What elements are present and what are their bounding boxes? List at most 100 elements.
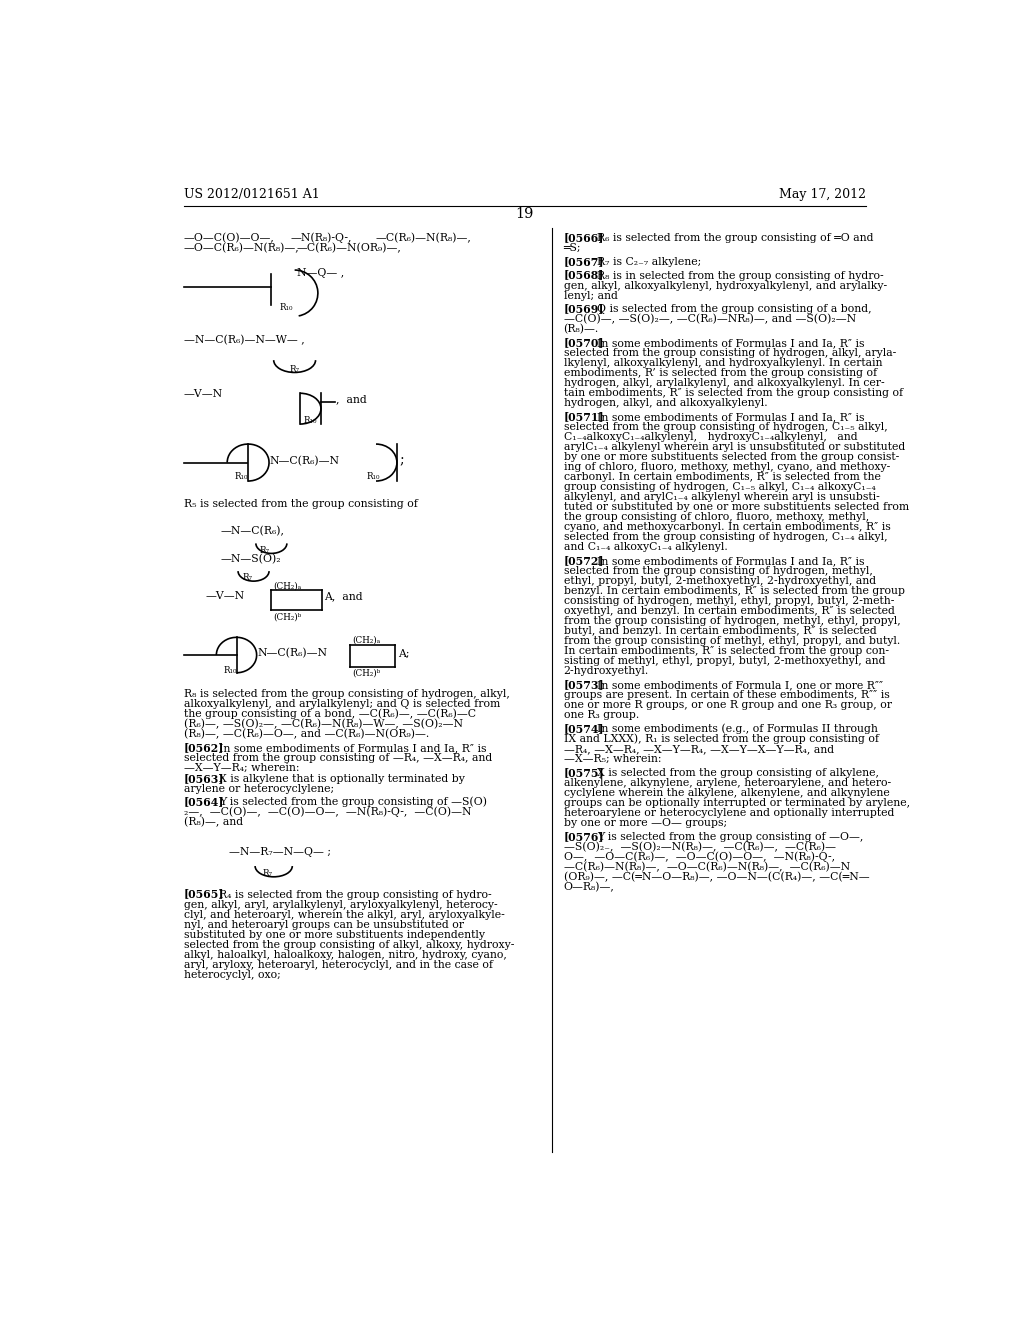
Text: gen, alkyl, alkoxyalkylenyl, hydroxyalkylenyl, and arylalky-: gen, alkyl, alkoxyalkylenyl, hydroxyalky… bbox=[563, 281, 887, 290]
Text: clyl, and heteroaryl, wherein the alkyl, aryl, aryloxyalkyle-: clyl, and heteroaryl, wherein the alkyl,… bbox=[183, 909, 505, 920]
Text: ing of chloro, fluoro, methoxy, methyl, cyano, and methoxy-: ing of chloro, fluoro, methoxy, methyl, … bbox=[563, 462, 890, 473]
Text: —N(R₈)-Q-,: —N(R₈)-Q-, bbox=[291, 232, 352, 243]
Text: R₇ is C₂₋₇ alkylene;: R₇ is C₂₋₇ alkylene; bbox=[597, 256, 701, 267]
Text: R₆ is selected from the group consisting of ═O and: R₆ is selected from the group consisting… bbox=[597, 232, 873, 243]
Text: —X—R₅; wherein:: —X—R₅; wherein: bbox=[563, 754, 662, 764]
Text: A,  and: A, and bbox=[324, 591, 362, 601]
Text: oxyethyl, and benzyl. In certain embodiments, R″ is selected: oxyethyl, and benzyl. In certain embodim… bbox=[563, 606, 894, 616]
Text: selected from the group consisting of hydrogen, alkyl, aryla-: selected from the group consisting of hy… bbox=[563, 348, 896, 358]
Text: lenyl; and: lenyl; and bbox=[563, 290, 617, 301]
Text: (CH₂)ᵇ: (CH₂)ᵇ bbox=[352, 669, 380, 678]
Text: US 2012/0121651 A1: US 2012/0121651 A1 bbox=[183, 189, 319, 202]
Text: R₅ is selected from the group consisting of: R₅ is selected from the group consisting… bbox=[183, 499, 418, 510]
Text: cyclylene wherein the alkylene, alkenylene, and alkynylene: cyclylene wherein the alkylene, alkenyle… bbox=[563, 788, 889, 799]
Text: —C(R₆)—N(R₈)—,  —O—C(R₆)—N(R₈)—,  —C(R₆)—N: —C(R₆)—N(R₈)—, —O—C(R₆)—N(R₈)—, —C(R₆)—N bbox=[563, 862, 850, 873]
Text: Y is selected from the group consisting of —O—,: Y is selected from the group consisting … bbox=[597, 832, 863, 842]
Text: [0575]: [0575] bbox=[563, 767, 604, 777]
Text: In some embodiments (e.g., of Formulas II through: In some embodiments (e.g., of Formulas I… bbox=[597, 723, 878, 734]
Text: tain embodiments, R″ is selected from the group consisting of: tain embodiments, R″ is selected from th… bbox=[563, 388, 903, 399]
Text: R₇: R₇ bbox=[290, 366, 300, 375]
Text: R₄ is selected from the group consisting of hydro-: R₄ is selected from the group consisting… bbox=[219, 890, 493, 900]
Text: [0568]: [0568] bbox=[563, 269, 604, 281]
Text: In some embodiments of Formulas I and Ia, R″ is: In some embodiments of Formulas I and Ia… bbox=[597, 556, 864, 566]
Text: (OR₉)—, —C(═N—O—R₈)—, —O—N—(C(R₄)—, —C(═N—: (OR₉)—, —C(═N—O—R₈)—, —O—N—(C(R₄)—, —C(═… bbox=[563, 871, 869, 882]
Text: —C(R₆)—N(R₈)—,: —C(R₆)—N(R₈)—, bbox=[376, 232, 472, 243]
Text: embodiments, R’ is selected from the group consisting of: embodiments, R’ is selected from the gro… bbox=[563, 368, 877, 379]
Text: one R₃ group.: one R₃ group. bbox=[563, 710, 639, 721]
Text: In some embodiments of Formulas I and Ia, R″ is: In some embodiments of Formulas I and Ia… bbox=[219, 743, 487, 754]
Text: [0573]: [0573] bbox=[563, 680, 604, 690]
Text: gen, alkyl, aryl, arylalkylenyl, aryloxyalkylenyl, heterocy-: gen, alkyl, aryl, arylalkylenyl, aryloxy… bbox=[183, 900, 498, 909]
Text: —O—C(R₆)—N(R₈)—,: —O—C(R₆)—N(R₈)—, bbox=[183, 243, 300, 253]
Text: —X—Y—R₄; wherein:: —X—Y—R₄; wherein: bbox=[183, 763, 299, 774]
Text: [0567]: [0567] bbox=[563, 256, 604, 267]
Text: [0563]: [0563] bbox=[183, 774, 224, 784]
Text: N—C(R₆)—N: N—C(R₆)—N bbox=[257, 648, 328, 659]
Text: X is alkylene that is optionally terminated by: X is alkylene that is optionally termina… bbox=[219, 774, 465, 784]
Text: X is selected from the group consisting of alkylene,: X is selected from the group consisting … bbox=[597, 768, 879, 777]
Text: In some embodiments of Formulas I and Ia, R″ is: In some embodiments of Formulas I and Ia… bbox=[597, 338, 864, 348]
Text: R₇: R₇ bbox=[263, 869, 272, 878]
Text: [0562]: [0562] bbox=[183, 742, 224, 754]
Text: R₁₀: R₁₀ bbox=[234, 473, 248, 482]
Text: A;: A; bbox=[397, 648, 410, 659]
Text: benzyl. In certain embodiments, R″ is selected from the group: benzyl. In certain embodiments, R″ is se… bbox=[563, 586, 904, 597]
Text: alkenylene, alkynylene, arylene, heteroarylene, and hetero-: alkenylene, alkynylene, arylene, heteroa… bbox=[563, 777, 891, 788]
Text: selected from the group consisting of hydrogen, C₁₋₄ alkyl,: selected from the group consisting of hy… bbox=[563, 532, 887, 543]
Text: from the group consisting of hydrogen, methyl, ethyl, propyl,: from the group consisting of hydrogen, m… bbox=[563, 616, 900, 626]
Text: —N—S(O)₂: —N—S(O)₂ bbox=[221, 553, 282, 564]
Text: arylC₁₋₄ alkylenyl wherein aryl is unsubstituted or substituted: arylC₁₋₄ alkylenyl wherein aryl is unsub… bbox=[563, 442, 905, 453]
Text: nyl, and heteroaryl groups can be unsubstituted or: nyl, and heteroaryl groups can be unsubs… bbox=[183, 920, 464, 929]
Text: selected from the group consisting of —R₄, —X—R₄, and: selected from the group consisting of —R… bbox=[183, 754, 493, 763]
Text: (R₆)—, —S(O)₂—, —C(R₆)—N(R₈)—W—, —S(O)₂—N: (R₆)—, —S(O)₂—, —C(R₆)—N(R₈)—W—, —S(O)₂—… bbox=[183, 719, 463, 730]
Text: ═S;: ═S; bbox=[563, 243, 581, 253]
Text: consisting of hydrogen, methyl, ethyl, propyl, butyl, 2-meth-: consisting of hydrogen, methyl, ethyl, p… bbox=[563, 597, 894, 606]
Text: [0566]: [0566] bbox=[563, 232, 604, 243]
Text: butyl, and benzyl. In certain embodiments, R″ is selected: butyl, and benzyl. In certain embodiment… bbox=[563, 626, 877, 636]
Text: R₈ is selected from the group consisting of hydrogen, alkyl,: R₈ is selected from the group consisting… bbox=[183, 689, 510, 700]
Text: In some embodiments of Formula I, one or more R″″: In some embodiments of Formula I, one or… bbox=[597, 680, 883, 690]
Text: aryl, aryloxy, heteroaryl, heterocyclyl, and in the case of: aryl, aryloxy, heteroaryl, heterocyclyl,… bbox=[183, 960, 493, 970]
Text: [0569]: [0569] bbox=[563, 304, 604, 314]
Text: cyano, and methoxycarbonyl. In certain embodiments, R″ is: cyano, and methoxycarbonyl. In certain e… bbox=[563, 523, 890, 532]
Text: In certain embodiments, R″ is selected from the group con-: In certain embodiments, R″ is selected f… bbox=[563, 647, 889, 656]
Text: —V—N: —V—N bbox=[183, 389, 223, 399]
Text: O—,  —O—C(R₆)—,  —O—C(O)—O—,  —N(R₈)-Q-,: O—, —O—C(R₆)—, —O—C(O)—O—, —N(R₈)-Q-, bbox=[563, 851, 835, 862]
Text: alkylenyl, and arylC₁₋₄ alkylenyl wherein aryl is unsubsti-: alkylenyl, and arylC₁₋₄ alkylenyl wherei… bbox=[563, 492, 880, 503]
Text: (R₈)—, —C(R₆)—O—, and —C(R₆)—N(OR₉)—.: (R₈)—, —C(R₆)—O—, and —C(R₆)—N(OR₉)—. bbox=[183, 729, 429, 739]
Text: groups are present. In certain of these embodiments, R″″ is: groups are present. In certain of these … bbox=[563, 690, 889, 700]
Text: tuted or substituted by one or more substituents selected from: tuted or substituted by one or more subs… bbox=[563, 503, 908, 512]
Text: and C₁₋₄ alkoxyC₁₋₄ alkylenyl.: and C₁₋₄ alkoxyC₁₋₄ alkylenyl. bbox=[563, 543, 727, 552]
Text: [0564]: [0564] bbox=[183, 796, 224, 808]
Text: (CH₂)ₐ: (CH₂)ₐ bbox=[352, 636, 380, 644]
Text: ₂—,  —C(O)—,  —C(O)—O—,  —N(R₈)-Q-,  —C(O)—N: ₂—, —C(O)—, —C(O)—O—, —N(R₈)-Q-, —C(O)—N bbox=[183, 807, 471, 817]
Text: —C(O)—, —S(O)₂—, —C(R₆)—NR₈)—, and —S(O)₂—N: —C(O)—, —S(O)₂—, —C(R₆)—NR₈)—, and —S(O)… bbox=[563, 314, 856, 325]
Text: Q is selected from the group consisting of a bond,: Q is selected from the group consisting … bbox=[597, 305, 871, 314]
Text: [0572]: [0572] bbox=[563, 556, 604, 566]
Text: —N—C(R₆)—N—W— ,: —N—C(R₆)—N—W— , bbox=[183, 335, 304, 346]
Text: C₁₋₄alkoxyC₁₋₄alkylenyl,   hydroxyC₁₋₄alkylenyl,   and: C₁₋₄alkoxyC₁₋₄alkylenyl, hydroxyC₁₋₄alky… bbox=[563, 432, 857, 442]
Text: —R₄, —X—R₄, —X—Y—R₄, —X—Y—X—Y—R₄, and: —R₄, —X—R₄, —X—Y—R₄, —X—Y—X—Y—R₄, and bbox=[563, 744, 834, 754]
Text: —N—R₇—N—Q— ;: —N—R₇—N—Q— ; bbox=[228, 847, 331, 857]
Text: arylene or heterocyclylene;: arylene or heterocyclylene; bbox=[183, 784, 334, 795]
Text: —S(O)₂₋,  —S(O)₂—N(R₈)—,  —C(R₆)—,  —C(R₆)—: —S(O)₂₋, —S(O)₂—N(R₈)—, —C(R₆)—, —C(R₆)— bbox=[563, 842, 836, 851]
Text: lkylenyl, alkoxyalkylenyl, and hydroxyalkylenyl. In certain: lkylenyl, alkoxyalkylenyl, and hydroxyal… bbox=[563, 358, 882, 368]
Text: carbonyl. In certain embodiments, R″ is selected from the: carbonyl. In certain embodiments, R″ is … bbox=[563, 473, 881, 482]
Text: [0574]: [0574] bbox=[563, 723, 604, 734]
Text: (R₈)—, and: (R₈)—, and bbox=[183, 817, 243, 828]
Text: R₁₀: R₁₀ bbox=[280, 304, 293, 312]
Text: IX and LXXX), R₁ is selected from the group consisting of: IX and LXXX), R₁ is selected from the gr… bbox=[563, 734, 879, 744]
Text: 19: 19 bbox=[516, 207, 534, 222]
Text: selected from the group consisting of alkyl, alkoxy, hydroxy-: selected from the group consisting of al… bbox=[183, 940, 514, 949]
Text: [0570]: [0570] bbox=[563, 338, 604, 348]
Text: R₁₀: R₁₀ bbox=[367, 473, 380, 482]
Text: N—Q— ,: N—Q— , bbox=[297, 268, 344, 279]
Text: ,  and: , and bbox=[336, 395, 367, 404]
Text: In some embodiments of Formulas I and Ia, R″ is: In some embodiments of Formulas I and Ia… bbox=[597, 412, 864, 422]
Text: Y is selected from the group consisting of —S(O): Y is selected from the group consisting … bbox=[219, 797, 487, 808]
Text: N—C(R₆)—N: N—C(R₆)—N bbox=[269, 455, 339, 466]
Text: ;: ; bbox=[399, 453, 403, 467]
Text: groups can be optionally interrupted or terminated by arylene,: groups can be optionally interrupted or … bbox=[563, 799, 909, 808]
Text: substituted by one or more substituents independently: substituted by one or more substituents … bbox=[183, 929, 484, 940]
Text: the group consisting of a bond, —C(R₆)—, —C(R₆)—C: the group consisting of a bond, —C(R₆)—,… bbox=[183, 709, 476, 719]
